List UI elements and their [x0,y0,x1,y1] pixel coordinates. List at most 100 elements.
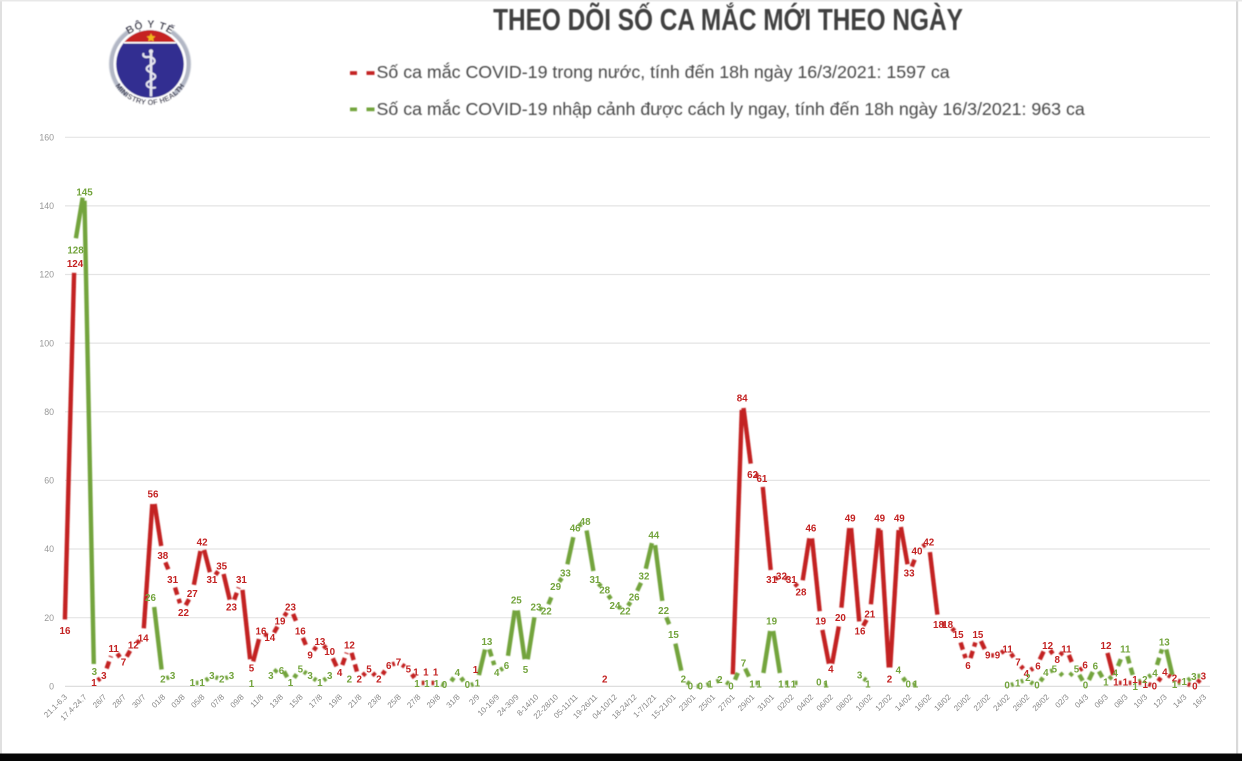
svg-text:15: 15 [953,630,964,641]
svg-text:9: 9 [995,651,1001,662]
svg-text:6: 6 [386,661,392,672]
svg-text:0: 0 [905,680,911,691]
svg-text:10: 10 [324,647,335,658]
svg-text:1: 1 [473,665,479,676]
svg-text:0: 0 [1152,682,1158,693]
svg-text:16: 16 [855,627,866,638]
svg-text:31: 31 [786,575,797,586]
svg-text:16: 16 [295,627,306,638]
svg-text:22: 22 [541,607,552,618]
svg-text:1: 1 [414,679,420,690]
svg-text:6: 6 [279,666,285,677]
svg-text:120: 120 [39,270,54,280]
svg-text:1: 1 [475,679,481,690]
svg-text:2: 2 [1172,674,1178,685]
svg-text:12: 12 [1101,641,1112,652]
svg-text:140: 140 [39,201,54,211]
svg-text:46: 46 [570,524,581,535]
svg-text:0: 0 [816,678,822,689]
svg-text:6: 6 [965,661,971,672]
svg-text:80: 80 [44,407,54,417]
svg-text:BỘ Y TẾ: BỘ Y TẾ [124,18,176,37]
svg-text:12: 12 [1042,641,1053,652]
svg-text:28: 28 [599,585,610,596]
svg-text:1: 1 [288,678,294,689]
svg-text:46: 46 [805,524,816,535]
svg-text:5: 5 [523,665,529,676]
svg-text:4: 4 [337,668,343,679]
svg-text:38: 38 [157,551,168,562]
svg-text:19: 19 [275,617,286,628]
svg-text:1: 1 [707,680,713,691]
svg-text:11: 11 [1120,645,1131,656]
svg-text:7: 7 [396,658,402,669]
svg-text:2: 2 [602,675,608,686]
svg-text:31: 31 [206,575,217,586]
svg-text:4: 4 [828,665,834,676]
svg-text:16: 16 [256,627,267,638]
svg-text:4: 4 [1152,669,1158,680]
svg-text:1: 1 [423,668,429,679]
svg-text:1: 1 [1142,680,1148,691]
svg-text:2: 2 [681,675,687,686]
svg-text:61: 61 [756,474,767,485]
svg-text:1: 1 [434,679,440,690]
svg-text:1: 1 [1132,675,1138,686]
svg-text:49: 49 [845,513,856,524]
svg-text:3: 3 [1191,672,1197,683]
svg-text:11: 11 [1061,645,1072,656]
svg-text:6: 6 [504,661,510,672]
svg-text:26: 26 [145,593,156,604]
svg-text:14: 14 [264,633,275,644]
svg-text:2: 2 [1025,673,1031,684]
svg-text:49: 49 [894,513,905,524]
svg-text:29: 29 [550,582,561,593]
svg-text:26: 26 [629,592,640,603]
svg-text:8: 8 [1054,655,1060,666]
svg-text:12: 12 [344,640,355,651]
svg-text:160: 160 [39,133,54,143]
svg-text:13: 13 [1159,638,1170,649]
svg-text:31: 31 [766,575,777,586]
svg-text:18: 18 [933,620,944,631]
svg-text:11: 11 [1002,645,1013,656]
svg-text:2: 2 [376,675,382,686]
svg-text:19: 19 [815,616,826,627]
svg-text:Số ca mắc COVID-19 nhập cảnh đ: Số ca mắc COVID-19 nhập cảnh được cách l… [377,98,1085,119]
svg-text:6: 6 [1082,661,1088,672]
svg-text:56: 56 [148,489,159,500]
svg-text:22: 22 [178,608,189,619]
svg-text:20: 20 [44,613,54,623]
svg-text:5: 5 [249,664,255,675]
svg-text:60: 60 [44,476,54,486]
svg-text:2: 2 [160,675,166,686]
svg-text:0: 0 [1004,681,1010,692]
svg-text:7: 7 [741,659,747,670]
svg-text:1: 1 [199,678,205,689]
svg-text:62: 62 [747,470,758,481]
svg-text:9: 9 [985,651,991,662]
svg-text:2: 2 [887,675,893,686]
svg-text:22: 22 [658,606,669,617]
svg-text:145: 145 [76,188,93,199]
svg-text:84: 84 [737,393,748,404]
svg-text:2: 2 [347,675,353,686]
svg-text:42: 42 [197,537,208,548]
svg-text:13: 13 [314,637,325,648]
svg-text:1: 1 [1123,678,1129,689]
svg-text:5: 5 [1052,665,1058,676]
svg-text:15: 15 [668,630,679,641]
svg-text:Số ca mắc COVID-19 trong nước,: Số ca mắc COVID-19 trong nước, tính đến … [377,61,950,82]
svg-text:1: 1 [1113,678,1119,689]
svg-text:1: 1 [1181,677,1187,688]
svg-text:1: 1 [791,680,797,691]
svg-text:49: 49 [874,513,885,524]
svg-text:0: 0 [688,682,694,693]
svg-text:28: 28 [796,588,807,599]
svg-text:40: 40 [44,544,54,554]
svg-text:1: 1 [433,668,439,679]
svg-text:1: 1 [778,680,784,691]
svg-text:THEO DÕI SỐ CA MẮC MỚI THEO NG: THEO DÕI SỐ CA MẮC MỚI THEO NGÀY [493,1,963,37]
svg-text:14: 14 [138,634,149,645]
svg-text:6: 6 [1035,662,1041,673]
